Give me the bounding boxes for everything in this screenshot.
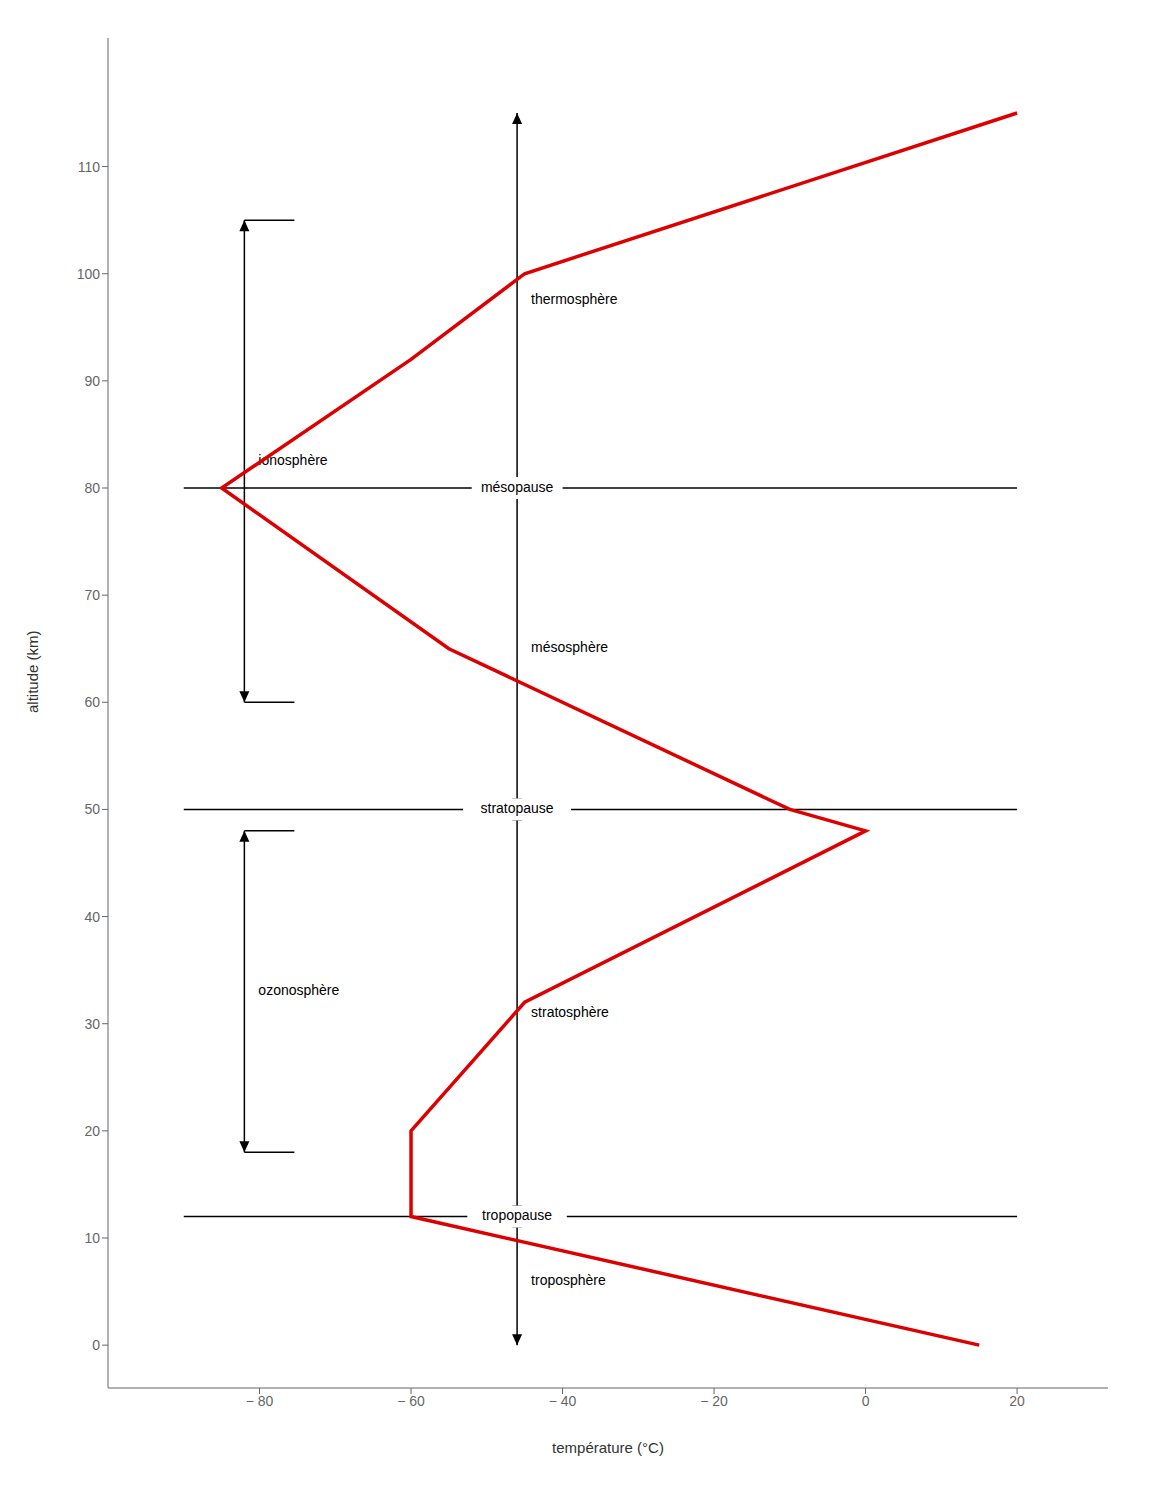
svg-text:10: 10: [84, 1230, 100, 1246]
svg-text:− 40: − 40: [549, 1393, 577, 1409]
svg-text:70: 70: [84, 587, 100, 603]
svg-text:0: 0: [92, 1337, 100, 1353]
svg-text:mésosphère: mésosphère: [531, 639, 608, 655]
svg-text:troposphère: troposphère: [531, 1272, 606, 1288]
svg-text:40: 40: [84, 909, 100, 925]
svg-text:stratosphère: stratosphère: [531, 1004, 609, 1020]
svg-text:20: 20: [1009, 1393, 1025, 1409]
svg-text:thermosphère: thermosphère: [531, 291, 618, 307]
svg-text:ozonosphère: ozonosphère: [258, 982, 339, 998]
svg-text:− 60: − 60: [397, 1393, 425, 1409]
svg-text:− 80: − 80: [246, 1393, 274, 1409]
svg-text:20: 20: [84, 1123, 100, 1139]
svg-text:30: 30: [84, 1016, 100, 1032]
svg-text:80: 80: [84, 480, 100, 496]
svg-text:100: 100: [77, 266, 101, 282]
svg-text:50: 50: [84, 801, 100, 817]
svg-text:90: 90: [84, 373, 100, 389]
svg-text:tropopause: tropopause: [482, 1207, 552, 1223]
svg-text:60: 60: [84, 694, 100, 710]
svg-text:altitude (km): altitude (km): [24, 630, 41, 713]
svg-text:température (°C): température (°C): [552, 1439, 664, 1456]
svg-text:stratopause: stratopause: [481, 800, 554, 816]
svg-text:mésopause: mésopause: [481, 479, 554, 495]
svg-text:ionosphère: ionosphère: [258, 451, 328, 468]
svg-text:0: 0: [862, 1393, 870, 1409]
svg-text:110: 110: [78, 159, 101, 175]
svg-text:− 20: − 20: [700, 1393, 728, 1409]
